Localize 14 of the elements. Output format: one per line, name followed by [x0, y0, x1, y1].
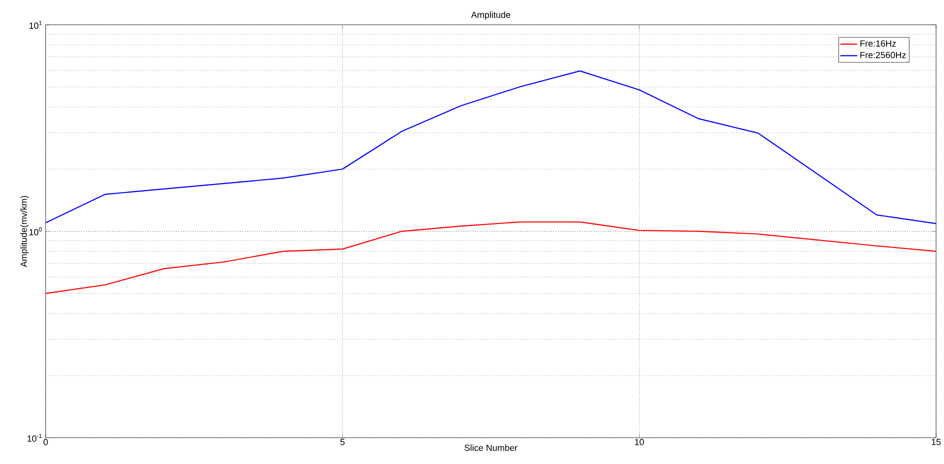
- y-tick-label: 10$^{0}$: [30, 228, 42, 236]
- x-tick-label: 15: [932, 439, 941, 446]
- x-tick-label: 5: [340, 439, 345, 446]
- y-axis-title: Amplitude(mv/km): [20, 196, 29, 268]
- x-tick-label: 10: [635, 439, 644, 446]
- y-tick-label: 10$^{-1}$: [28, 434, 42, 442]
- line-series: [46, 70, 936, 224]
- legend-label: Fre:16Hz: [860, 40, 896, 47]
- chart-title: Amplitude: [471, 12, 510, 20]
- line-series: [46, 222, 936, 294]
- legend-label: Fre:2560Hz: [860, 52, 906, 58]
- y-tick-label: 10$^{1}$: [30, 21, 42, 30]
- x-tick-label: 0: [44, 439, 48, 446]
- x-axis-title: Slice Number: [464, 444, 518, 452]
